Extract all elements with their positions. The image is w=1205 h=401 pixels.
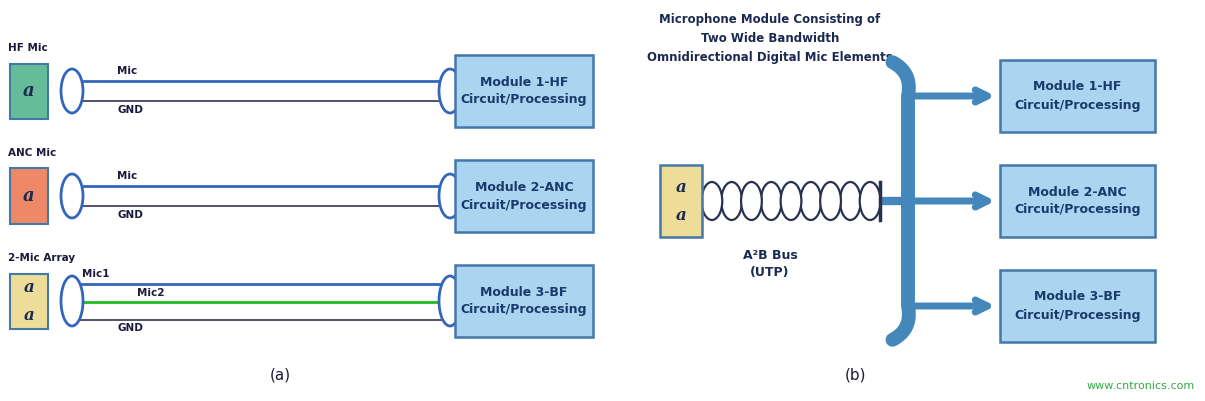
Ellipse shape [439,174,462,218]
Text: A²B Bus
(UTP): A²B Bus (UTP) [742,249,798,279]
Ellipse shape [722,182,742,220]
Ellipse shape [821,182,841,220]
FancyBboxPatch shape [455,265,593,337]
Text: Module 2-ANC
Circuit/Processing: Module 2-ANC Circuit/Processing [1015,186,1141,217]
FancyBboxPatch shape [1000,270,1156,342]
Text: Mic: Mic [117,66,137,76]
Ellipse shape [781,182,801,220]
Text: (b): (b) [845,368,865,383]
Ellipse shape [760,182,782,220]
Ellipse shape [701,182,722,220]
Text: (a): (a) [270,368,290,383]
Text: a: a [676,180,687,196]
Text: Module 1-HF
Circuit/Processing: Module 1-HF Circuit/Processing [1015,81,1141,111]
Text: GND: GND [117,210,143,220]
Ellipse shape [741,182,762,220]
Text: Module 2-ANC
Circuit/Processing: Module 2-ANC Circuit/Processing [460,180,587,211]
FancyBboxPatch shape [10,63,48,119]
Ellipse shape [61,276,83,326]
Text: a: a [24,306,35,324]
Ellipse shape [61,174,83,218]
FancyBboxPatch shape [455,160,593,232]
Text: Module 3-BF
Circuit/Processing: Module 3-BF Circuit/Processing [1015,290,1141,322]
FancyBboxPatch shape [1000,60,1156,132]
Ellipse shape [439,276,462,326]
Text: GND: GND [117,105,143,115]
Text: 2-Mic Array: 2-Mic Array [8,253,75,263]
Text: Module 3-BF
Circuit/Processing: Module 3-BF Circuit/Processing [460,286,587,316]
Text: a: a [676,207,687,223]
Ellipse shape [439,69,462,113]
Text: a: a [23,82,35,100]
Text: a: a [24,279,35,296]
FancyBboxPatch shape [660,165,703,237]
Text: GND: GND [117,323,143,333]
Ellipse shape [840,182,860,220]
Text: ANC Mic: ANC Mic [8,148,57,158]
Text: Module 1-HF
Circuit/Processing: Module 1-HF Circuit/Processing [460,75,587,107]
Ellipse shape [800,182,821,220]
Text: Mic2: Mic2 [137,288,165,298]
Text: Mic: Mic [117,171,137,181]
Text: www.cntronics.com: www.cntronics.com [1087,381,1195,391]
FancyBboxPatch shape [10,168,48,223]
Text: HF Mic: HF Mic [8,43,48,53]
FancyBboxPatch shape [10,273,48,328]
Text: Mic1: Mic1 [82,269,110,279]
Text: Microphone Module Consisting of
Two Wide Bandwidth
Omnidirectional Digital Mic E: Microphone Module Consisting of Two Wide… [647,13,893,64]
Text: a: a [23,187,35,205]
Ellipse shape [61,69,83,113]
Ellipse shape [859,182,881,220]
FancyBboxPatch shape [1000,165,1156,237]
FancyBboxPatch shape [455,55,593,127]
